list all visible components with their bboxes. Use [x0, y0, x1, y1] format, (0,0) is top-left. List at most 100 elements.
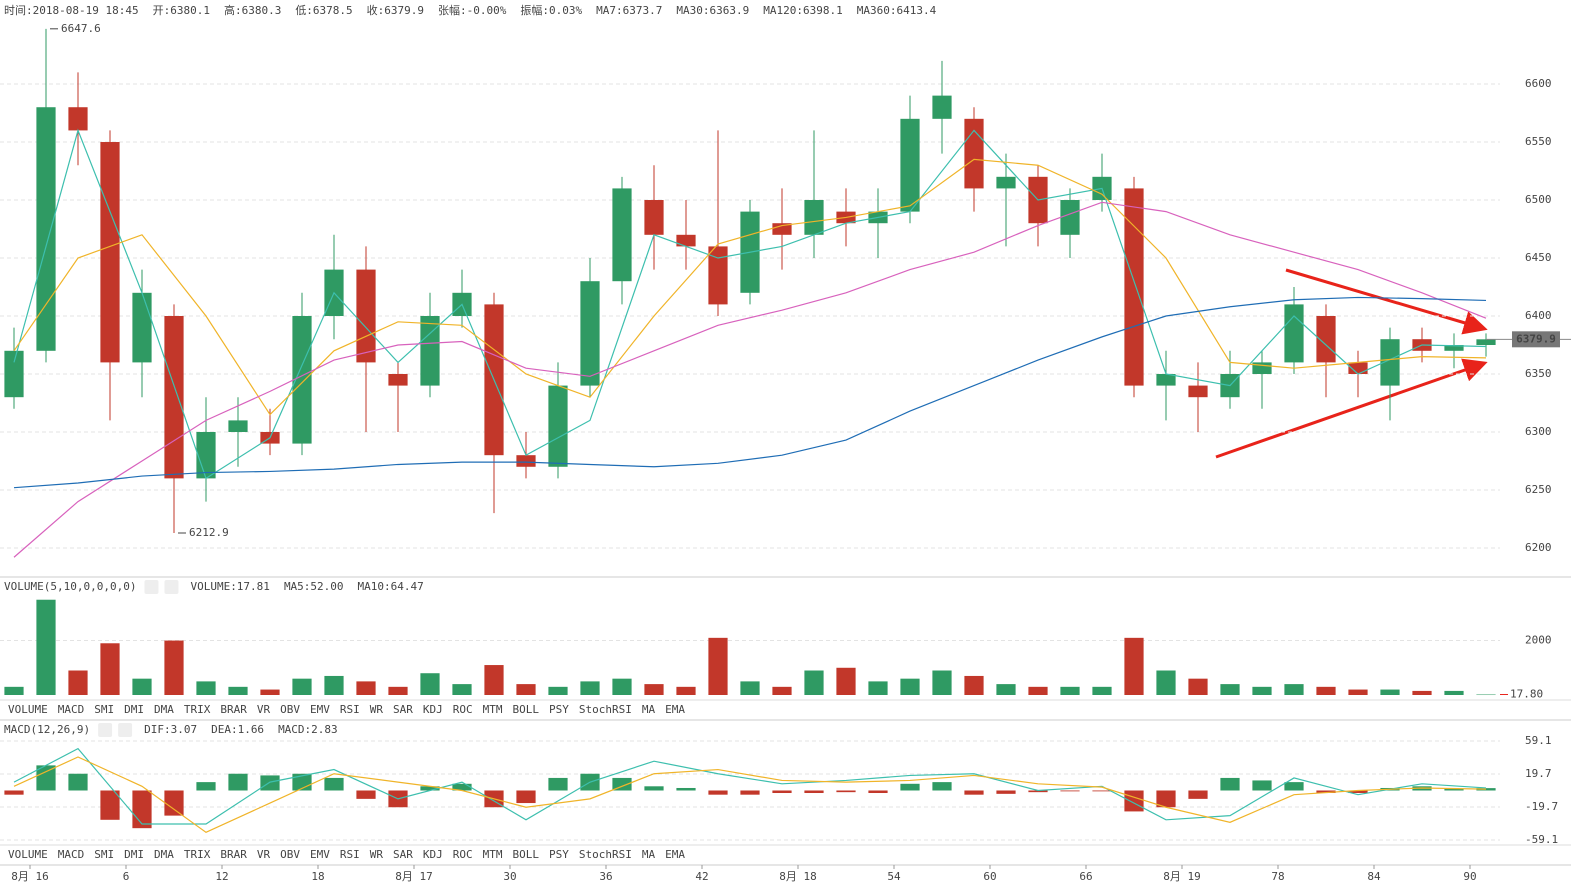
indicator-tab[interactable]: DMA [154, 848, 174, 861]
macd-bar [356, 790, 376, 799]
indicator-tab[interactable]: SMI [94, 848, 114, 861]
indicator-tab[interactable]: MACD [58, 703, 85, 716]
indicator-tab[interactable]: DMA [154, 703, 174, 716]
indicator-tab[interactable]: RSI [340, 848, 360, 861]
candle-body [1124, 188, 1144, 386]
indicator-tab[interactable]: SAR [393, 848, 413, 861]
settings-button[interactable] [98, 723, 113, 737]
volume-bar [644, 684, 664, 695]
indicator-tab[interactable]: MA [642, 703, 656, 716]
indicator-tab[interactable]: EMA [665, 848, 685, 861]
header-item: MA360:6413.4 [857, 4, 937, 17]
y-tick-label: 19.7 [1525, 767, 1552, 780]
indicator-tab[interactable]: DMI [124, 703, 144, 716]
indicator-tab[interactable]: VOLUME [8, 703, 48, 716]
indicator-tab[interactable]: PSY [549, 848, 569, 861]
volume-bar [484, 665, 504, 695]
candle-body [1156, 373, 1176, 386]
legend-item: MACD:2.83 [278, 723, 338, 736]
macd-bar [36, 765, 56, 791]
indicator-tab[interactable]: BRAR [220, 703, 247, 716]
indicator-tab[interactable]: VR [257, 848, 271, 861]
macd-bar [740, 790, 760, 795]
close-button[interactable] [118, 723, 133, 737]
candle-body [644, 200, 664, 235]
indicator-tab[interactable]: TRIX [184, 848, 211, 861]
indicator-tab[interactable]: BRAR [220, 848, 247, 861]
macd-bar [100, 790, 120, 820]
volume-bar [68, 670, 88, 695]
indicator-tab[interactable]: TRIX [184, 703, 211, 716]
macd-bar [804, 790, 824, 794]
x-tick-label: 90 [1463, 870, 1476, 883]
indicator-tab[interactable]: VR [257, 703, 271, 716]
candle-body [580, 281, 600, 386]
indicator-tab[interactable]: EMV [310, 703, 330, 716]
indicator-tab[interactable]: MACD [58, 848, 85, 861]
macd-bar [1188, 790, 1208, 799]
candle-body [1284, 304, 1304, 363]
indicator-tab[interactable]: KDJ [423, 703, 443, 716]
indicator-tab[interactable]: MTM [483, 848, 503, 861]
indicator-tab[interactable]: ROC [453, 703, 473, 716]
annotation: 6647.6 [61, 22, 101, 35]
macd-bar [420, 786, 440, 791]
candle-body [708, 246, 728, 305]
volume-bar [132, 678, 152, 695]
macd-bar [932, 782, 952, 791]
indicator-tab[interactable]: VOLUME [8, 848, 48, 861]
indicator-tab[interactable]: WR [370, 848, 384, 861]
indicator-tab[interactable]: PSY [549, 703, 569, 716]
volume-bar [1444, 690, 1464, 695]
x-tick-label: 36 [599, 870, 612, 883]
macd-bar [1476, 788, 1496, 791]
indicator-tab[interactable]: MTM [483, 703, 503, 716]
trend-arrow [1215, 358, 1488, 459]
indicator-tab[interactable]: EMA [665, 703, 685, 716]
indicator-tab[interactable]: BOLL [513, 848, 540, 861]
header-item: 张幅:-0.00% [438, 4, 507, 17]
candle-body [388, 373, 408, 386]
indicator-tab[interactable]: MA [642, 848, 656, 861]
indicator-tab[interactable]: RSI [340, 703, 360, 716]
indicator-tab[interactable]: ROC [453, 848, 473, 861]
volume-bar [1124, 637, 1144, 695]
x-tick-label: 6 [123, 870, 130, 883]
indicator-tab[interactable]: SMI [94, 703, 114, 716]
last-price-tag [1512, 331, 1560, 348]
indicator-tab[interactable]: KDJ [423, 848, 443, 861]
candle-body [100, 142, 120, 363]
close-button[interactable] [164, 580, 179, 594]
macd-bar [68, 773, 88, 791]
volume-bar [324, 675, 344, 695]
settings-button[interactable] [144, 580, 159, 594]
volume-bar [708, 637, 728, 695]
y-tick-label: 2000 [1525, 634, 1552, 647]
macd-bar [324, 777, 344, 791]
volume-bar [1156, 670, 1176, 695]
volume-bar [36, 599, 56, 695]
legend-item: MA5:52.00 [284, 580, 344, 593]
indicator-tab[interactable]: EMV [310, 848, 330, 861]
x-tick-label: 78 [1271, 870, 1284, 883]
macd-bar [676, 787, 696, 791]
indicator-tab[interactable]: BOLL [513, 703, 540, 716]
indicator-tab[interactable]: StochRSI [579, 703, 632, 716]
volume-bar [1316, 686, 1336, 695]
indicator-tab[interactable]: StochRSI [579, 848, 632, 861]
volume-bar [580, 681, 600, 695]
y-tick-label: 6550 [1525, 135, 1552, 148]
macd-bar [1092, 790, 1112, 792]
indicator-tab[interactable]: DMI [124, 848, 144, 861]
indicator-tab[interactable]: SAR [393, 703, 413, 716]
macd-bar [196, 782, 216, 791]
indicator-title: VOLUME(5,10,0,0,0,0) [4, 580, 136, 593]
volume-bar [100, 643, 120, 695]
volume-bar [1028, 686, 1048, 695]
indicator-tab[interactable]: WR [370, 703, 384, 716]
ma-line [13, 747, 1487, 825]
indicator-tab[interactable]: OBV [280, 848, 300, 861]
indicator-tab[interactable]: OBV [280, 703, 300, 716]
candle-body [164, 316, 184, 479]
